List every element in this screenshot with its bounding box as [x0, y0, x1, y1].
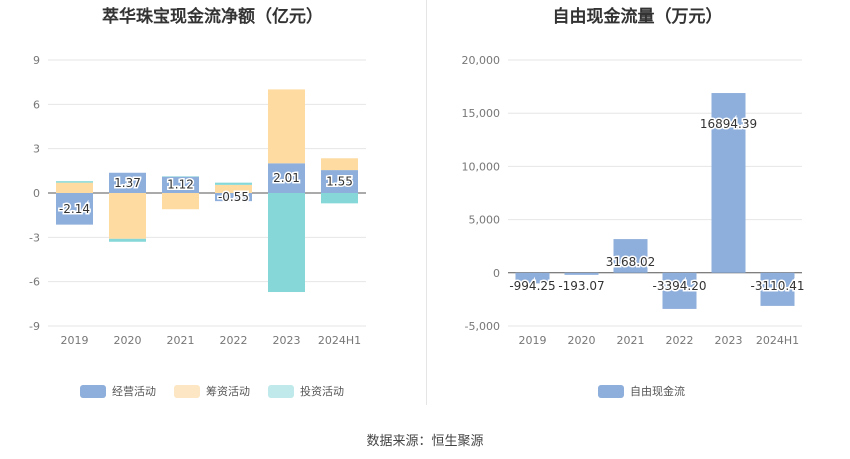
- legend-label-operating: 经营活动: [112, 385, 156, 398]
- bar-fcf: [613, 239, 648, 273]
- data-label: -2.14: [59, 202, 90, 216]
- left-chart-title: 萃华珠宝现金流净额（亿元）: [102, 7, 323, 27]
- y-tick-label: -9: [29, 320, 40, 333]
- x-tick-label: 2019: [519, 334, 547, 347]
- legend-label-financing: 筹资活动: [206, 385, 250, 398]
- bar-financing: [162, 193, 199, 210]
- data-label: -3110.41: [751, 279, 805, 293]
- data-label: 1.37: [114, 176, 141, 190]
- bar-operating: [109, 172, 146, 193]
- legend-item-financing[interactable]: 筹资活动: [174, 383, 250, 399]
- x-tick-label: 2022: [220, 334, 248, 347]
- legend-swatch-fcf: [598, 384, 624, 398]
- bar-operating: [268, 163, 305, 193]
- x-tick-label: 2023: [715, 334, 743, 347]
- left-legend: 经营活动 筹资活动 投资活动: [80, 383, 362, 399]
- y-tick-label: 9: [33, 54, 40, 67]
- y-tick-label: 3: [33, 143, 40, 156]
- y-tick-label: 0: [33, 187, 40, 200]
- x-tick-label: 2020: [568, 334, 596, 347]
- legend-item-investing[interactable]: 投资活动: [268, 383, 344, 399]
- legend-item-operating[interactable]: 经营活动: [80, 383, 156, 399]
- free-cash-flow-chart: 20,000 15,000 10,000 5,000 0 -5,000 2019 2020 20…: [462, 54, 806, 347]
- right-chart-title: 自由现金流量（万元）: [552, 7, 723, 27]
- legend-swatch-financing: [174, 384, 200, 398]
- bar-investing: [109, 238, 146, 242]
- legend-item-fcf[interactable]: 自由现金流: [598, 383, 685, 399]
- data-label: 3168.02: [606, 255, 656, 269]
- x-tick-label: 2023: [273, 334, 301, 347]
- y-tick-label: 10,000: [462, 160, 501, 173]
- bar-operating: [321, 170, 358, 193]
- x-tick-label: 2019: [61, 334, 89, 347]
- x-tick-label: 2024H1: [756, 334, 799, 347]
- panel-divider: [426, 0, 427, 405]
- bar-operating: [56, 193, 93, 225]
- bar-financing: [109, 193, 146, 239]
- legend-swatch-investing: [268, 384, 294, 398]
- data-label: -0.55: [218, 190, 249, 204]
- data-label: 1.55: [326, 175, 353, 189]
- bar-fcf: [760, 272, 795, 306]
- data-label: 16894.39: [700, 117, 757, 131]
- legend-label-investing: 投资活动: [300, 385, 344, 398]
- y-tick-label: 0: [493, 267, 500, 280]
- bar-investing: [321, 193, 358, 204]
- y-tick-label: 20,000: [462, 54, 501, 67]
- data-label: -3394.20: [653, 279, 707, 293]
- bar-fcf: [711, 93, 746, 273]
- y-tick-label: 15,000: [462, 107, 501, 120]
- bar-financing: [268, 89, 305, 164]
- y-tick-label: -5,000: [465, 320, 500, 333]
- x-tick-label: 2024H1: [318, 334, 361, 347]
- data-label: 1.12: [167, 178, 194, 192]
- legend-label-fcf: 自由现金流: [630, 385, 685, 398]
- x-tick-label: 2021: [617, 334, 645, 347]
- y-tick-label: 5,000: [469, 214, 501, 227]
- data-label: -994.25: [509, 279, 555, 293]
- y-tick-label: -6: [29, 276, 40, 289]
- cash-flow-net-chart: 9 6 3 0 -3 -6 -9 2019 2020 2021 2022 2023 2024H1 -2.1…: [29, 54, 366, 347]
- x-tick-label: 2022: [666, 334, 694, 347]
- legend-swatch-operating: [80, 384, 106, 398]
- bar-fcf: [662, 272, 697, 309]
- bar-fcf: [515, 272, 550, 284]
- bar-fcf: [564, 272, 599, 275]
- bar-investing: [268, 193, 305, 293]
- bar-investing: [56, 181, 93, 183]
- bar-financing: [321, 158, 358, 171]
- y-tick-label: -3: [29, 231, 40, 244]
- data-label: 2.01: [273, 171, 300, 185]
- bar-operating: [162, 176, 199, 193]
- y-tick-label: 6: [33, 98, 40, 111]
- source-note: 数据来源：恒生聚源: [366, 434, 484, 449]
- data-label: -193.07: [558, 279, 604, 293]
- bar-operating: [215, 193, 252, 202]
- bar-financing: [56, 182, 93, 193]
- bar-investing: [215, 182, 252, 185]
- bar-financing: [215, 184, 252, 193]
- right-legend: 自由现金流: [598, 383, 703, 399]
- x-tick-label: 2020: [114, 334, 142, 347]
- x-tick-label: 2021: [167, 334, 195, 347]
- bar-investing: [162, 176, 199, 177]
